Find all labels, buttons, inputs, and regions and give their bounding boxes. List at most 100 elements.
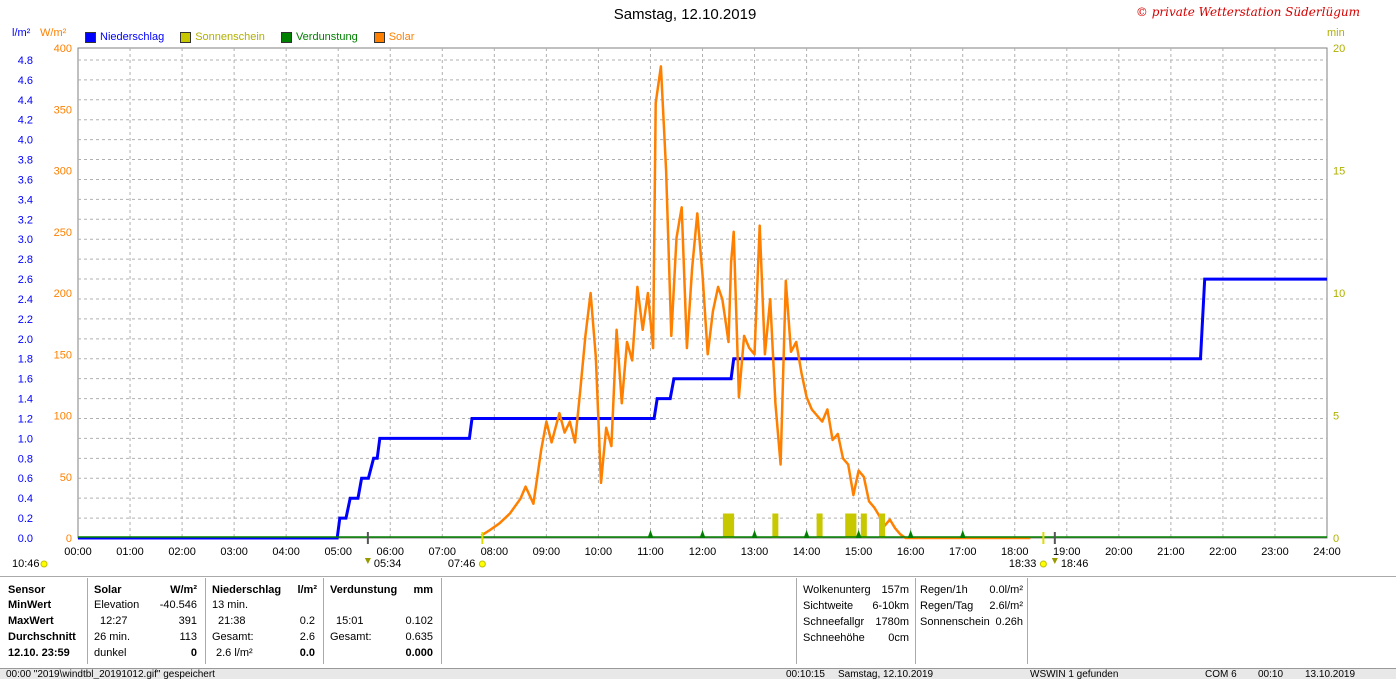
stats-header: Verdunstung — [330, 584, 398, 596]
series-sonnenschein-bar — [879, 513, 886, 538]
stats-cell: -40.546 — [159, 599, 197, 611]
x-tick-label: 17:00 — [949, 546, 977, 558]
weather-key: Sichtweite — [803, 600, 854, 612]
x-tick-label: 19:00 — [1053, 546, 1081, 558]
y-axis-right: 0 5 10 15 20 — [1333, 43, 1345, 545]
stats-evap-panel: Verdunstung mm 15:01 0.102 Gesamt: 0.635… — [324, 578, 442, 664]
y-tick-label-precip: 4.8 — [18, 55, 33, 67]
y-tick-label-precip: 3.6 — [18, 174, 33, 186]
legend-solar: Solar — [373, 31, 415, 43]
series-sonnenschein-bar — [722, 513, 729, 538]
legend-verdunstung: Verdunstung — [280, 31, 358, 43]
stats-cell: Elevation — [94, 599, 140, 611]
unit-solar: W/m² — [40, 27, 67, 39]
legend-label: Sonnenschein — [195, 31, 265, 43]
y-tick-label-solar: 200 — [54, 288, 72, 300]
y-tick-label-minutes: 5 — [1333, 411, 1339, 423]
stats-unit: W/m² — [170, 584, 197, 596]
y-tick-label-minutes: 15 — [1333, 166, 1345, 178]
x-tick-label: 01:00 — [116, 546, 144, 558]
series-verdunstung-marker — [647, 530, 654, 538]
weather-value: 157m — [881, 584, 909, 596]
stats-cell: 0.635 — [405, 631, 433, 643]
legend-swatch — [373, 31, 385, 43]
legend-sonnenschein: Sonnenschein — [180, 31, 265, 43]
series-sonnenschein-bar — [850, 513, 857, 538]
y-tick-label-solar: 400 — [54, 43, 72, 55]
stats-precip-panel: Niederschlag l/m² 13 min. 21:38 0.2 Gesa… — [206, 578, 324, 664]
x-tick-label: 04:00 — [272, 546, 300, 558]
y-tick-label-precip: 0.2 — [18, 513, 33, 525]
legend-niederschlag: Niederschlag — [85, 31, 164, 43]
y-tick-label-solar: 250 — [54, 227, 72, 239]
series-verdunstung-marker — [751, 530, 758, 538]
unit-minutes: min — [1327, 27, 1345, 39]
y-tick-label-precip: 2.6 — [18, 274, 33, 286]
legend-label: Niederschlag — [100, 31, 165, 43]
y-tick-label-solar: 150 — [54, 349, 72, 361]
stats-cell: dunkel — [94, 647, 127, 659]
chart-legend: Niederschlag Sonnenschein Verdunstung So… — [85, 31, 414, 43]
stats-cell: Gesamt: — [212, 631, 254, 643]
stats-cell: 0.102 — [405, 615, 433, 627]
x-tick-label: 18:00 — [1001, 546, 1029, 558]
y-tick-label-precip: 0.0 — [18, 533, 33, 545]
stats-cell: 15:01 — [336, 615, 364, 627]
series-sonnenschein-bar — [860, 513, 867, 538]
weather-key: Schneefallgr — [803, 616, 865, 628]
y-tick-label-precip: 2.2 — [18, 314, 33, 326]
sun-icon — [478, 560, 486, 568]
status-com: COM 6 — [1205, 669, 1237, 679]
series-sonnenschein-bar — [845, 513, 852, 538]
stats-label: MaxWert — [8, 615, 54, 627]
x-tick-label: 20:00 — [1105, 546, 1133, 558]
stats-cell: 12:27 — [100, 615, 128, 627]
y-tick-label-precip: 0.4 — [18, 493, 33, 505]
y-tick-label-solar: 50 — [60, 472, 72, 484]
stats-label: MinWert — [8, 599, 52, 611]
rain-key: Sonnenschein — [920, 616, 990, 628]
stats-cell: 0 — [190, 647, 197, 659]
status-date: Samstag, 12.10.2019 — [838, 669, 934, 679]
x-tick-label: 07:00 — [429, 546, 457, 558]
x-tick-label: 13:00 — [741, 546, 769, 558]
y-tick-label-precip: 1.8 — [18, 354, 33, 366]
chart-svg: 0.0 0.2 0.4 0.6 0.8 1.0 1.2 1.4 1.6 1.8 2.0 2.2 2.4 2… — [12, 43, 1345, 570]
rain-value: 2.6l/m² — [989, 600, 1023, 612]
series-verdunstung-marker — [907, 530, 914, 538]
x-tick-label: 11:00 — [637, 546, 664, 558]
weather-key: Wolkenunterg — [803, 584, 871, 596]
status-time2: 00:10 — [1258, 669, 1284, 679]
x-tick-label: 24:00 — [1313, 546, 1341, 558]
twilight-icon — [364, 558, 371, 564]
legend-label: Solar — [388, 31, 415, 43]
rain-value: 0.26h — [995, 616, 1023, 628]
y-tick-label-precip: 3.2 — [18, 214, 33, 226]
series-layer — [78, 65, 1327, 540]
y-tick-label-precip: 2.4 — [18, 294, 33, 306]
stats-area — [0, 576, 1396, 669]
y-tick-label-precip: 1.2 — [18, 413, 33, 425]
stats-header: Niederschlag — [212, 584, 282, 596]
y-tick-label-minutes: 10 — [1333, 288, 1345, 300]
weather-value: 1780m — [875, 616, 909, 628]
y-tick-label-precip: 1.4 — [18, 394, 33, 406]
weather-key: Schneehöhe — [803, 632, 865, 644]
x-tick-label: 05:00 — [324, 546, 352, 558]
y-tick-label-solar: 350 — [54, 104, 72, 116]
status-time: 00:10:15 — [786, 669, 825, 679]
legend-swatch — [180, 31, 192, 43]
stats-weather-panel: Wolkenunterg 157m Sichtweite 6-10km Schn… — [796, 578, 916, 664]
y-tick-label-precip: 4.4 — [18, 95, 33, 107]
stats-unit: l/m² — [297, 584, 317, 596]
rain-key: Regen/1h — [920, 584, 968, 596]
status-bar: 00:00 "2019\windtbl_20191012.gif" gespei… — [0, 668, 1396, 679]
stats-cell: 391 — [178, 615, 197, 627]
stats-header: Sensor — [8, 584, 46, 596]
y-tick-label-precip: 3.8 — [18, 155, 33, 167]
x-axis: 00:00 01:00 02:00 03:00 04:00 05:00 06:00 07:00… — [64, 546, 1341, 558]
x-tick-label: 02:00 — [168, 546, 196, 558]
legend-swatch — [280, 31, 292, 43]
x-tick-label: 09:00 — [533, 546, 561, 558]
status-message: 00:00 "2019\windtbl_20191012.gif" gespei… — [6, 669, 215, 679]
